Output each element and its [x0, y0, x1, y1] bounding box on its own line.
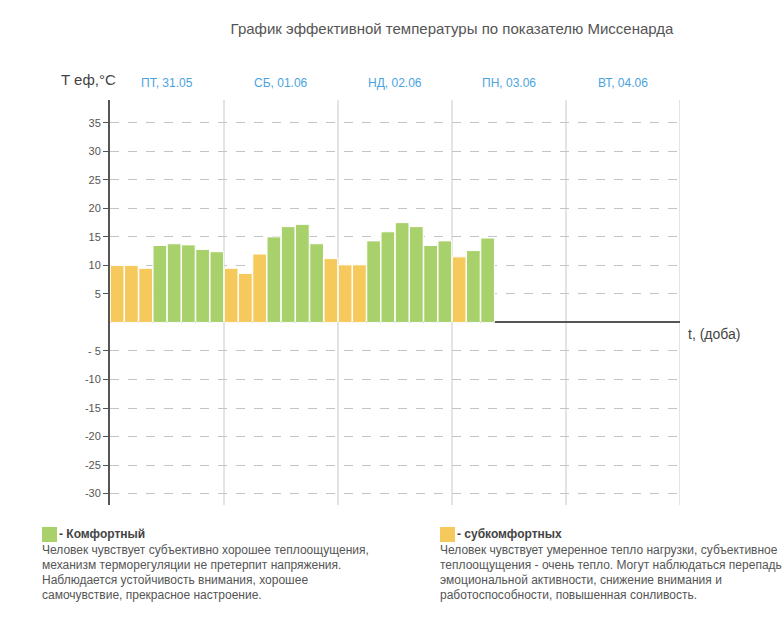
html-text:- субкомфортных: - субкомфортных [457, 527, 562, 541]
svg-text:30: 30 [89, 145, 101, 157]
svg-text:График эффективной температуры: График эффективной температуры по показа… [231, 20, 674, 37]
svg-text:5: 5 [95, 288, 101, 300]
svg-text:15: 15 [89, 231, 101, 243]
svg-text:ПН, 03.06: ПН, 03.06 [482, 76, 536, 90]
html-text:Человек чувствует субъективно: Человек чувствует субъективно хорошее те… [42, 543, 369, 602]
svg-text:-30: -30 [85, 487, 101, 499]
svg-text:35: 35 [89, 117, 101, 129]
html-text:- Комфортный: - Комфортный [59, 527, 146, 541]
svg-text:- 5: - 5 [88, 345, 101, 357]
svg-text:-25: -25 [85, 459, 101, 471]
svg-text:-15: -15 [85, 402, 101, 414]
svg-text:ПТ, 31.05: ПТ, 31.05 [141, 76, 193, 90]
svg-text:10: 10 [89, 259, 101, 271]
svg-text:t, (доба): t, (доба) [688, 326, 740, 342]
svg-text:СБ, 01.06: СБ, 01.06 [254, 76, 308, 90]
svg-text:ВТ, 04.06: ВТ, 04.06 [598, 76, 648, 90]
svg-text:-10: -10 [85, 373, 101, 385]
svg-text:20: 20 [89, 202, 101, 214]
svg-text:T еф,°C: T еф,°C [61, 71, 116, 88]
svg-text:-20: -20 [85, 430, 101, 442]
svg-text:25: 25 [89, 174, 101, 186]
svg-text:НД, 02.06: НД, 02.06 [368, 76, 422, 90]
